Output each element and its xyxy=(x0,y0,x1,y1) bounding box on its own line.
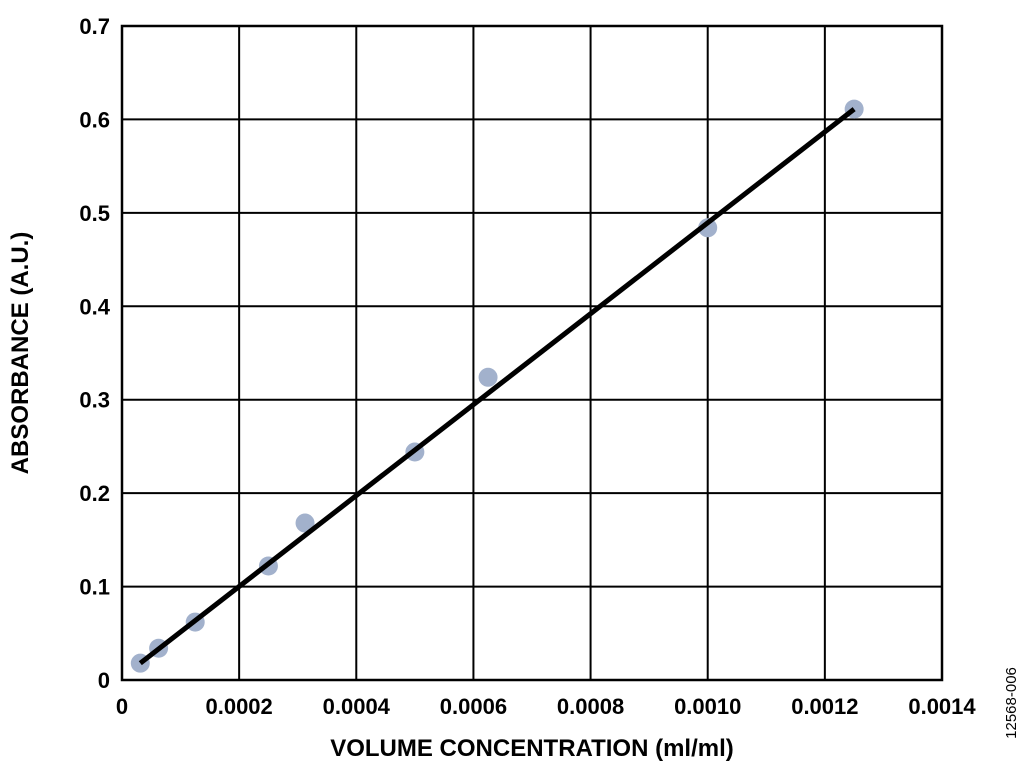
y-tick-label: 0.3 xyxy=(79,388,110,413)
y-axis-title: ABSORBANCE (A.U.) xyxy=(7,232,34,475)
y-tick-label: 0.5 xyxy=(79,201,110,226)
x-axis-title: VOLUME CONCENTRATION (ml/ml) xyxy=(330,735,734,762)
y-tick-label: 0 xyxy=(98,668,110,693)
y-tick-label: 0.2 xyxy=(79,481,110,506)
figure-id: 12568-006 xyxy=(1003,667,1020,739)
data-point xyxy=(295,513,315,533)
y-tick-label: 0.7 xyxy=(79,14,110,39)
x-tick-label: 0.0012 xyxy=(791,694,858,719)
x-tick-label: 0.0014 xyxy=(908,694,976,719)
y-tick-label: 0.6 xyxy=(79,107,110,132)
x-tick-label: 0.0002 xyxy=(205,694,272,719)
y-axis-ticks: 0 0.1 0.2 0.3 0.4 0.5 0.6 0.7 xyxy=(79,14,110,693)
x-tick-label: 0.0006 xyxy=(440,694,507,719)
y-tick-label: 0.1 xyxy=(79,575,110,600)
y-tick-label: 0.4 xyxy=(79,294,110,319)
x-tick-label: 0 xyxy=(116,694,128,719)
fit-line-layer xyxy=(138,107,856,666)
fit-line xyxy=(138,107,856,666)
x-tick-label: 0.0004 xyxy=(323,694,391,719)
data-point xyxy=(698,218,718,238)
x-tick-label: 0.0008 xyxy=(557,694,624,719)
data-point xyxy=(478,367,498,387)
plot-frame xyxy=(120,24,944,682)
x-tick-label: 0.0010 xyxy=(674,694,741,719)
x-axis-ticks: 0 0.0002 0.0004 0.0006 0.0008 0.0010 0.0012 0.0… xyxy=(116,694,977,719)
